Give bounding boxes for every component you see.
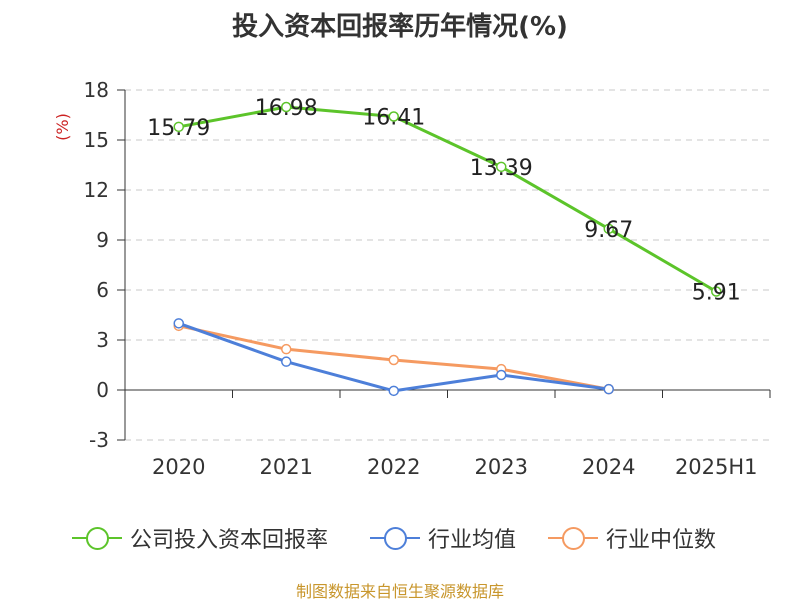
data-point bbox=[711, 286, 722, 297]
data-point bbox=[173, 121, 184, 133]
chart-title: 投入资本回报率历年情况(%) bbox=[232, 12, 568, 42]
y-tick-label: 3 bbox=[96, 328, 109, 352]
y-tick-label: -3 bbox=[89, 428, 109, 452]
data-point bbox=[281, 343, 292, 355]
data-point bbox=[388, 111, 399, 122]
data-label: 13.39 bbox=[470, 156, 533, 181]
x-tick-label: 2022 bbox=[367, 455, 420, 479]
legend-marker-icon bbox=[548, 524, 598, 552]
x-tick-label: 2023 bbox=[475, 455, 528, 479]
series-line bbox=[178, 105, 718, 293]
y-tick-label: 18 bbox=[84, 78, 109, 102]
legend-marker-icon bbox=[72, 524, 122, 552]
y-tick-label: 15 bbox=[84, 128, 109, 152]
data-label: 9.67 bbox=[584, 218, 633, 243]
y-tick-label: 0 bbox=[96, 378, 109, 402]
legend-label: 行业均值 bbox=[428, 528, 517, 553]
data-label: 15.79 bbox=[147, 116, 210, 141]
data-label: 5.91 bbox=[692, 281, 741, 306]
source-note: 制图数据来自恒生聚源数据库 bbox=[295, 582, 504, 601]
legend-label: 行业中位数 bbox=[606, 528, 717, 553]
data-label: 16.98 bbox=[255, 96, 318, 121]
x-tick-label: 2024 bbox=[582, 455, 635, 479]
legend-item-industry-mean[interactable]: 行业均值 bbox=[370, 520, 516, 556]
data-point bbox=[603, 383, 614, 395]
data-point bbox=[281, 101, 292, 113]
data-point bbox=[173, 318, 184, 329]
data-point bbox=[496, 369, 507, 381]
data-point bbox=[603, 223, 614, 235]
x-tick-label: 2020 bbox=[152, 455, 205, 479]
legend-marker-icon bbox=[370, 524, 420, 552]
legend-item-company[interactable]: 公司投入资本回报率 bbox=[72, 520, 328, 556]
data-point bbox=[388, 385, 399, 397]
legend-item-industry-median[interactable]: 行业中位数 bbox=[548, 520, 716, 556]
data-point bbox=[496, 161, 507, 173]
data-label: 16.41 bbox=[362, 106, 425, 131]
data-point bbox=[281, 356, 292, 367]
data-point bbox=[388, 354, 399, 366]
y-tick-label: 12 bbox=[84, 178, 109, 202]
x-tick-label: 2025H1 bbox=[675, 455, 758, 479]
line-chart: -3 0 3 6 9 12 15 18 2020 2021 2022 2023 2024 2025H1 (%… bbox=[53, 78, 771, 479]
y-tick-label: 6 bbox=[96, 278, 109, 302]
x-tick-label: 2021 bbox=[260, 455, 313, 479]
y-tick-label: 9 bbox=[96, 228, 109, 252]
legend-label: 公司投入资本回报率 bbox=[130, 528, 329, 553]
y-axis-label: (%) bbox=[53, 113, 72, 141]
legend: 公司投入资本回报率 行业均值 行业中位数 bbox=[0, 520, 800, 556]
